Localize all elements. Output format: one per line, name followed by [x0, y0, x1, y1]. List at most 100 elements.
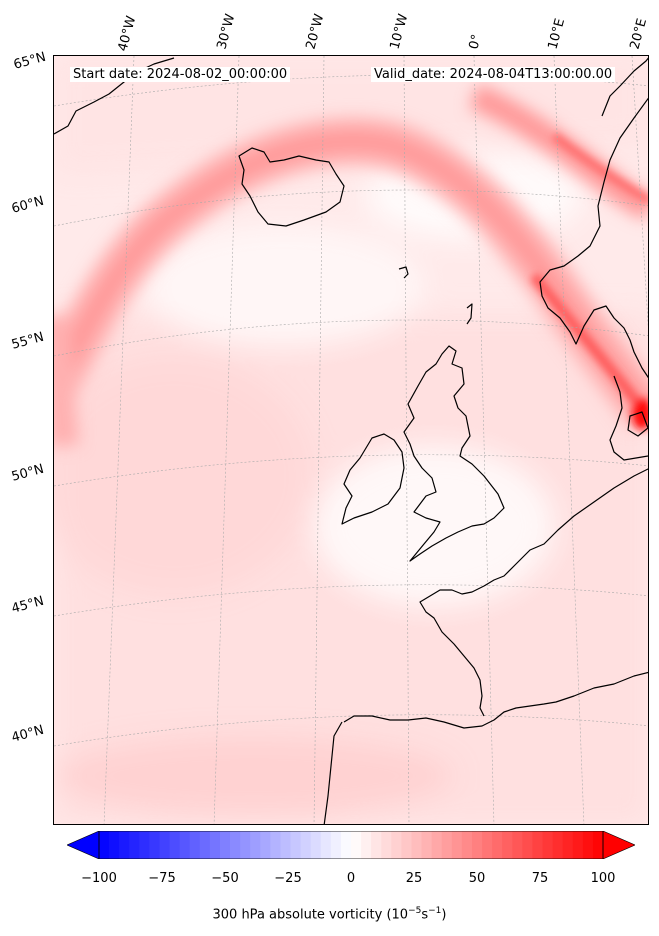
colorbar-cell [371, 831, 382, 859]
lon-label-20e: 20°E [627, 16, 651, 51]
colorbar-tick-25: 25 [405, 871, 423, 886]
colorbar-cell [451, 831, 463, 859]
colorbar-cell [159, 831, 171, 859]
colorbar-cell [592, 831, 604, 859]
colorbar-cell [189, 831, 201, 859]
colorbar-cell [542, 831, 554, 859]
colorbar-cell [572, 831, 584, 859]
colorbar-cell [532, 831, 544, 859]
colorbar-tick-neg100: −100 [81, 871, 117, 886]
colorbar-cell [169, 831, 181, 859]
colorbar-cell [270, 831, 282, 859]
colorbar-tick-75: 75 [531, 871, 549, 886]
colorbar-tick-0: 0 [346, 871, 356, 886]
colorbar-cell [381, 831, 392, 859]
colorbar-label: 300 hPa absolute vorticity (10−5s−1) [0, 906, 659, 922]
colorbar-cell [502, 831, 513, 859]
colorbar-cell [230, 831, 241, 859]
lat-label-60n: 60°N [10, 193, 46, 217]
lat-label-55n: 55°N [10, 329, 46, 353]
lon-label-10w: 10°W [387, 12, 412, 51]
colorbar-cell [139, 831, 150, 859]
colorbar-cell [240, 831, 251, 859]
colorbar-cell [552, 831, 564, 859]
colorbar-cell [461, 831, 473, 859]
vorticity-max-core [530, 132, 648, 430]
lon-label-20w: 20°W [303, 12, 328, 51]
colorbar-cell [361, 831, 372, 859]
greenland-coast [54, 57, 175, 135]
faroe-coast [398, 266, 409, 279]
colorbar-cell [441, 831, 453, 859]
colorbar-cell [582, 831, 594, 859]
lon-label-10e: 10°E [545, 16, 569, 51]
colorbar-cell [260, 831, 271, 859]
colorbar-cell [300, 831, 312, 859]
lon-label-0: 0° [466, 32, 485, 51]
colorbar-cell [471, 831, 483, 859]
start-date-label: Start date: 2024-08-02_00:00:00 [70, 67, 291, 82]
continent-coast [419, 468, 648, 717]
colorbar [67, 831, 635, 859]
colorbar-label-mid: s [421, 907, 429, 923]
colorbar-cell [411, 831, 423, 859]
colorbar-cell [290, 831, 302, 859]
colorbar-cell [482, 831, 493, 859]
colorbar-cell [512, 831, 523, 859]
vorticity-jet-band [54, 83, 648, 447]
colorbar-cell [421, 831, 433, 859]
colorbar-cell [109, 831, 120, 859]
colorbar-cell [119, 831, 130, 859]
colorbar-label-exp2: −1 [428, 906, 442, 916]
lat-label-50n: 50°N [10, 461, 46, 485]
colorbar-cell [351, 831, 362, 859]
colorbar-cell [401, 831, 413, 859]
lat-label-65n: 65°N [12, 49, 48, 73]
colorbar-label-end: ) [441, 907, 447, 923]
shetland-coast [466, 303, 473, 325]
colorbar-cell [431, 831, 443, 859]
colorbar-extend-max [602, 831, 635, 859]
denmark-coast [609, 375, 648, 461]
map-panel [53, 55, 649, 825]
colorbar-cell [492, 831, 503, 859]
lon-label-30w: 30°W [214, 12, 239, 51]
colorbar-label-exp1: −5 [408, 906, 422, 916]
colorbar-cell [179, 831, 191, 859]
colorbar-cell [330, 831, 342, 859]
lon-label-40w: 40°W [115, 14, 140, 53]
colorbar-cell [280, 831, 292, 859]
iberia-coast [343, 671, 648, 729]
lat-label-40n: 40°N [10, 722, 46, 746]
great-britain-coast [403, 345, 505, 562]
colorbar-cell [310, 831, 322, 859]
colorbar-cell [250, 831, 261, 859]
colorbar-cell [340, 831, 352, 859]
colorbar-label-text: 300 hPa absolute vorticity (10 [212, 907, 409, 923]
colorbar-tick-neg25: −25 [274, 871, 302, 886]
colorbar-cell [320, 831, 332, 859]
colorbar-tick-neg75: −75 [148, 871, 176, 886]
colorbar-tick-100: 100 [590, 871, 616, 886]
colorbar-cell [99, 831, 110, 859]
colorbar-tick-50: 50 [468, 871, 486, 886]
colorbar-cell [522, 831, 534, 859]
colorbar-cell [562, 831, 574, 859]
colorbar-cell [129, 831, 140, 859]
coastlines [54, 57, 648, 824]
iceland-coast [238, 147, 345, 227]
zealand-coast [627, 411, 648, 437]
valid-date-label: Valid_date: 2024-08-04T13:00:00.00 [371, 67, 616, 82]
colorbar-tick-neg50: −50 [211, 871, 239, 886]
scandinavia-coast [539, 57, 648, 379]
lat-label-45n: 45°N [10, 593, 46, 617]
colorbar-outline [98, 831, 604, 859]
colorbar-cell [199, 831, 211, 859]
colorbar-cell [209, 831, 221, 859]
vorticity-map [54, 56, 648, 824]
colorbar-extend-min [67, 831, 100, 859]
ireland-coast [341, 433, 405, 525]
colorbar-cell [149, 831, 161, 859]
portugal-coast [323, 721, 343, 824]
colorbar-cell [391, 831, 402, 859]
